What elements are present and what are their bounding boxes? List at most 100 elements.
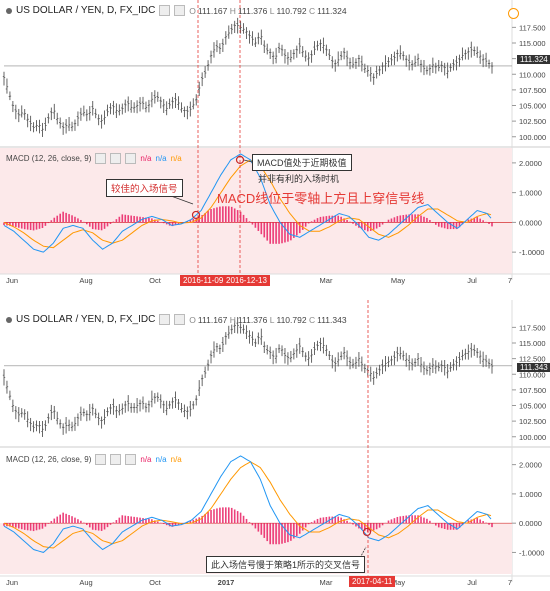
histogram-bar	[77, 218, 79, 223]
histogram-bar	[23, 523, 26, 530]
histogram-bar	[53, 518, 56, 524]
histogram-bar	[479, 218, 481, 223]
histogram-bar	[479, 519, 481, 524]
histogram-bar	[3, 222, 5, 226]
macd-close-icon[interactable]	[125, 153, 137, 164]
macd-settings-icon[interactable]	[95, 153, 107, 164]
histogram-bar	[222, 206, 224, 223]
histogram-bar	[414, 214, 416, 223]
histogram-bar	[260, 523, 263, 535]
price-tick-label: 100.000	[519, 433, 546, 442]
histogram-bar	[236, 511, 239, 524]
histogram-bar	[3, 523, 5, 526]
histogram-bar	[322, 517, 325, 524]
histogram-bar	[62, 512, 64, 524]
histogram-bar	[384, 522, 387, 524]
settings-icon[interactable]	[159, 314, 171, 325]
histogram-bar	[118, 216, 121, 223]
histogram-bar	[476, 217, 479, 223]
histogram-bar	[316, 518, 319, 524]
macd-settings-icon[interactable]	[95, 454, 107, 465]
histogram-bar	[423, 517, 425, 524]
histogram-bar	[278, 222, 280, 244]
histogram-bar	[86, 222, 88, 225]
histogram-bar	[284, 222, 286, 243]
histogram-bar	[239, 211, 242, 223]
macd-close-icon[interactable]	[125, 454, 137, 465]
histogram-bar	[233, 208, 236, 223]
histogram-bar	[145, 217, 147, 223]
histogram-bar	[115, 219, 118, 223]
bottom-last-price: 111.343	[517, 363, 550, 372]
histogram-bar	[130, 215, 132, 223]
macd-visibility-icon[interactable]	[110, 153, 122, 164]
histogram-bar	[399, 516, 402, 524]
histogram-bar	[301, 523, 304, 531]
indicator-dot-icon	[6, 316, 12, 323]
histogram-bar	[71, 516, 73, 524]
histogram-bar	[458, 523, 461, 528]
histogram-bar	[124, 515, 127, 524]
histogram-bar	[47, 523, 50, 524]
histogram-bar	[177, 222, 180, 225]
histogram-bar	[103, 222, 106, 229]
histogram-bar	[263, 222, 266, 238]
histogram-bar	[103, 523, 106, 530]
histogram-bar	[393, 518, 396, 524]
histogram-bar	[432, 523, 434, 524]
alert-icon[interactable]	[508, 8, 519, 19]
histogram-bar	[378, 523, 381, 528]
histogram-bar	[266, 523, 269, 542]
histogram-bar	[38, 222, 41, 229]
histogram-bar	[408, 515, 410, 524]
histogram-bar	[334, 516, 337, 524]
histogram-bar	[74, 517, 76, 524]
visibility-icon[interactable]	[174, 5, 186, 16]
histogram-bar	[230, 507, 233, 524]
histogram-bar	[154, 219, 156, 223]
price-tick-label: 117.500	[519, 323, 546, 332]
price-tick-label: 115.000	[519, 39, 546, 48]
histogram-bar	[35, 523, 38, 531]
histogram-bar	[352, 222, 354, 224]
settings-icon[interactable]	[159, 5, 171, 16]
histogram-bar	[269, 222, 271, 244]
histogram-bar	[331, 215, 334, 223]
histogram-bar	[349, 522, 351, 524]
histogram-bar	[47, 222, 50, 224]
histogram-bar	[112, 522, 115, 524]
histogram-bar	[165, 222, 168, 225]
histogram-bar	[151, 218, 153, 223]
histogram-bar	[340, 216, 342, 223]
histogram-bar	[56, 516, 59, 524]
histogram-bar	[121, 515, 124, 524]
top-last-price: 111.324	[517, 55, 550, 64]
histogram-bar	[334, 215, 337, 223]
histogram-bar	[417, 515, 419, 524]
histogram-bar	[242, 214, 245, 223]
histogram-bar	[488, 523, 490, 525]
visibility-icon[interactable]	[174, 314, 186, 325]
histogram-bar	[284, 523, 286, 543]
histogram-bar	[12, 222, 14, 227]
histogram-bar	[171, 222, 174, 227]
histogram-bar	[301, 222, 304, 230]
top-chart-svg: 100.000102.500105.000107.500110.000112.5…	[0, 0, 550, 285]
macd-extreme-annotation: MACD值处于近期极值	[252, 154, 352, 171]
macd-visibility-icon[interactable]	[110, 454, 122, 465]
better-entry-annotation: 较佳的入场信号	[106, 179, 183, 197]
histogram-bar	[408, 214, 410, 223]
histogram-bar	[23, 222, 26, 230]
histogram-bar	[20, 222, 23, 229]
histogram-bar	[207, 211, 209, 223]
histogram-bar	[402, 515, 405, 524]
x-tick-label: May	[391, 578, 405, 587]
histogram-bar	[77, 519, 79, 524]
histogram-bar	[482, 220, 484, 223]
histogram-bar	[9, 222, 11, 226]
top-ohlc-values: O 111.167 H 111.376 L 110.792 C 111.324	[189, 5, 347, 16]
histogram-bar	[251, 222, 254, 225]
histogram-bar	[97, 523, 100, 531]
price-tick-label: 112.500	[519, 355, 546, 364]
histogram-bar	[109, 222, 112, 224]
